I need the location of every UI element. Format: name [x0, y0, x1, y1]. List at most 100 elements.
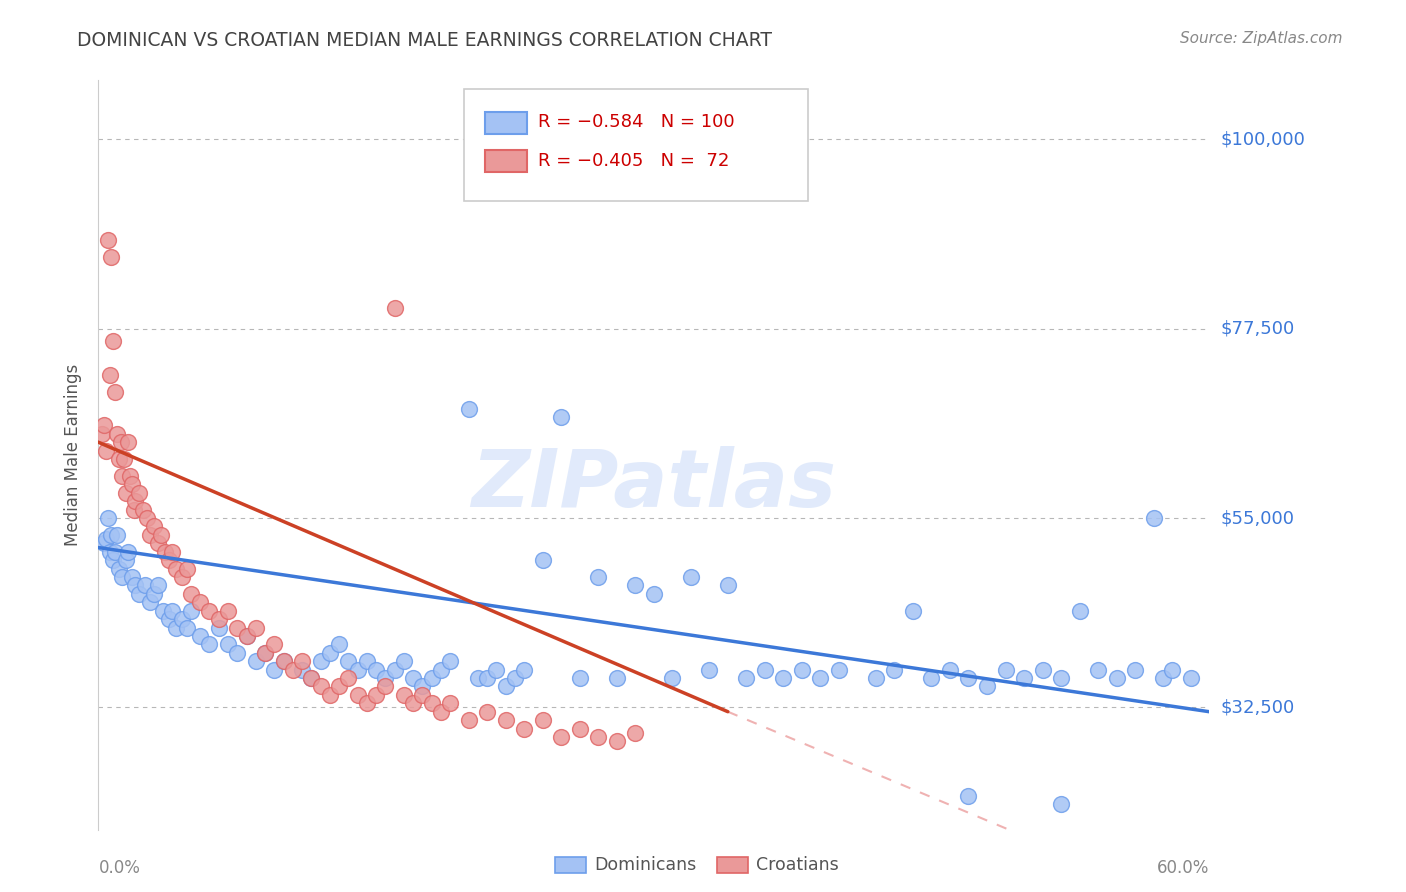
- Point: [402, 696, 425, 710]
- Point: [865, 671, 887, 685]
- Point: [105, 426, 128, 441]
- Point: [420, 696, 443, 710]
- Point: [485, 663, 508, 677]
- Point: [939, 663, 962, 677]
- Text: 0.0%: 0.0%: [98, 859, 141, 877]
- Point: [139, 595, 162, 609]
- Point: [568, 722, 591, 736]
- Point: [124, 578, 146, 592]
- Point: [253, 646, 276, 660]
- Point: [132, 502, 155, 516]
- Point: [374, 671, 396, 685]
- Point: [139, 528, 162, 542]
- Point: [513, 663, 536, 677]
- Point: [299, 671, 322, 685]
- Point: [356, 696, 378, 710]
- Point: [165, 561, 187, 575]
- Point: [366, 688, 388, 702]
- Point: [1152, 671, 1174, 685]
- Point: [245, 654, 267, 668]
- Point: [111, 469, 134, 483]
- Point: [100, 250, 122, 264]
- Point: [152, 604, 174, 618]
- Point: [104, 545, 127, 559]
- Point: [263, 663, 285, 677]
- Point: [93, 418, 115, 433]
- Point: [97, 233, 120, 247]
- Text: DOMINICAN VS CROATIAN MEDIAN MALE EARNINGS CORRELATION CHART: DOMINICAN VS CROATIAN MEDIAN MALE EARNIN…: [77, 31, 772, 50]
- Point: [531, 553, 554, 567]
- Point: [291, 663, 314, 677]
- Point: [146, 536, 169, 550]
- Point: [1087, 663, 1109, 677]
- Text: ZIPatlas: ZIPatlas: [471, 446, 837, 524]
- Point: [180, 604, 202, 618]
- Point: [162, 545, 184, 559]
- Point: [146, 578, 169, 592]
- Point: [1032, 663, 1054, 677]
- Point: [208, 612, 231, 626]
- Point: [1161, 663, 1184, 677]
- Point: [495, 680, 517, 694]
- Point: [143, 519, 166, 533]
- Point: [93, 536, 115, 550]
- Point: [1069, 604, 1091, 618]
- Point: [588, 570, 610, 584]
- Point: [384, 301, 406, 315]
- Point: [162, 604, 184, 618]
- Point: [235, 629, 257, 643]
- Point: [121, 477, 143, 491]
- Point: [153, 545, 176, 559]
- Point: [208, 620, 231, 634]
- Point: [606, 671, 628, 685]
- Point: [170, 612, 193, 626]
- Point: [100, 528, 122, 542]
- Point: [107, 561, 129, 575]
- Point: [1180, 671, 1202, 685]
- Point: [457, 401, 479, 416]
- Point: [337, 654, 360, 668]
- Point: [337, 671, 360, 685]
- Point: [624, 725, 647, 739]
- Point: [165, 620, 187, 634]
- Point: [253, 646, 276, 660]
- Point: [198, 637, 221, 651]
- Point: [374, 680, 396, 694]
- Point: [568, 671, 591, 685]
- Point: [957, 789, 980, 803]
- Point: [117, 435, 139, 450]
- Point: [366, 663, 388, 677]
- Point: [94, 443, 117, 458]
- Point: [790, 663, 813, 677]
- Point: [176, 620, 198, 634]
- Text: Source: ZipAtlas.com: Source: ZipAtlas.com: [1180, 31, 1343, 46]
- Point: [170, 570, 193, 584]
- Point: [128, 485, 150, 500]
- Point: [717, 578, 740, 592]
- Point: [97, 511, 120, 525]
- Point: [103, 553, 125, 567]
- Point: [1050, 671, 1073, 685]
- Point: [226, 646, 249, 660]
- Point: [921, 671, 943, 685]
- Point: [699, 663, 721, 677]
- Point: [735, 671, 758, 685]
- Point: [104, 384, 127, 399]
- Point: [103, 334, 125, 349]
- Point: [411, 688, 433, 702]
- Text: R = −0.584   N = 100: R = −0.584 N = 100: [538, 113, 735, 131]
- Point: [115, 485, 138, 500]
- Point: [180, 587, 202, 601]
- Point: [157, 612, 180, 626]
- Point: [346, 688, 368, 702]
- Y-axis label: Median Male Earnings: Median Male Earnings: [65, 364, 83, 546]
- Point: [957, 671, 980, 685]
- Point: [994, 663, 1017, 677]
- Point: [606, 734, 628, 748]
- Point: [107, 452, 129, 467]
- Point: [118, 469, 141, 483]
- Point: [384, 663, 406, 677]
- Point: [105, 528, 128, 542]
- Point: [810, 671, 832, 685]
- Point: [98, 368, 121, 382]
